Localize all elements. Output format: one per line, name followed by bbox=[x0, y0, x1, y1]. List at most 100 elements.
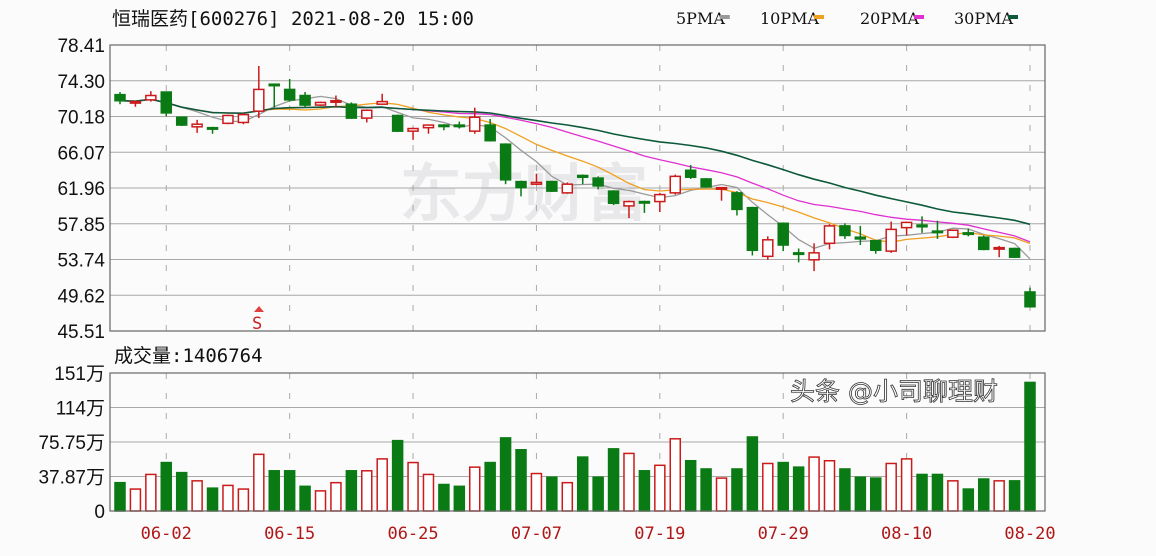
candle bbox=[206, 126, 219, 134]
volume-bar bbox=[654, 464, 666, 512]
legend-label: 10PMA bbox=[760, 9, 820, 28]
candle bbox=[607, 190, 620, 206]
candle bbox=[160, 91, 173, 117]
volume-bar bbox=[839, 468, 851, 512]
candle-body bbox=[530, 181, 543, 185]
volume-bar bbox=[947, 480, 959, 512]
candle bbox=[268, 83, 280, 108]
volume-bar bbox=[823, 459, 836, 512]
volume-bar bbox=[515, 449, 527, 512]
volume-bar bbox=[191, 480, 203, 512]
volume-bar bbox=[484, 461, 496, 512]
price-grid: 78.41 74.30 70.18 66.07 61.96 57.85 53.74 49.62… bbox=[57, 36, 1055, 544]
candle-body bbox=[222, 114, 234, 125]
volume-bar bbox=[854, 476, 867, 512]
candle bbox=[407, 127, 419, 140]
candle-body bbox=[607, 190, 620, 205]
candle-body bbox=[468, 116, 481, 132]
candle-body bbox=[330, 99, 342, 103]
price-tick-label: 70.18 bbox=[57, 108, 105, 129]
candle-body bbox=[777, 222, 789, 246]
candle-body bbox=[870, 239, 882, 251]
candle bbox=[391, 114, 404, 133]
date-tick-label: 06-15 bbox=[264, 524, 315, 544]
candle-body bbox=[407, 127, 419, 132]
candle-body bbox=[361, 109, 373, 119]
signal-arrow-icon bbox=[254, 306, 264, 312]
candle bbox=[484, 118, 496, 142]
volume-bar bbox=[885, 462, 897, 512]
watermark-logo: 东方财富 bbox=[400, 157, 648, 230]
candle bbox=[684, 165, 697, 179]
volume-bar bbox=[962, 488, 975, 512]
candle bbox=[1008, 247, 1021, 259]
price-tick-label: 74.30 bbox=[57, 72, 105, 93]
candle bbox=[330, 95, 342, 108]
candle-body bbox=[792, 252, 805, 256]
volume-bar bbox=[299, 485, 311, 512]
price-tick-label: 57.85 bbox=[57, 215, 105, 236]
volume-bar bbox=[977, 478, 990, 512]
chart-title: 恒瑞医药[600276] 2021-08-20 15:00 bbox=[112, 8, 474, 30]
candle bbox=[700, 178, 712, 188]
date-tick-label: 07-29 bbox=[758, 524, 809, 544]
volume-panel-frame bbox=[109, 372, 1046, 512]
volume-bar bbox=[546, 476, 558, 512]
volume-bar bbox=[576, 456, 589, 512]
volume-bar bbox=[499, 437, 512, 512]
volume-bar bbox=[160, 461, 173, 512]
date-tick-label: 08-20 bbox=[1004, 524, 1055, 544]
date-tick-label: 07-19 bbox=[634, 524, 685, 544]
candle bbox=[191, 119, 203, 133]
candle bbox=[839, 223, 851, 239]
watermark-text: 东方财富 bbox=[400, 157, 648, 230]
candle-body bbox=[145, 94, 157, 101]
candle-body bbox=[715, 186, 728, 190]
volume-bar bbox=[607, 448, 620, 512]
volume-bar bbox=[376, 458, 388, 512]
volume-bar bbox=[345, 470, 358, 512]
volume-bars bbox=[114, 381, 1036, 512]
candlesticks bbox=[114, 65, 1036, 308]
volume-bar bbox=[792, 466, 805, 512]
candle bbox=[222, 114, 234, 125]
candle bbox=[823, 224, 836, 250]
candle bbox=[499, 143, 512, 185]
candle-body bbox=[576, 174, 589, 178]
candle bbox=[777, 222, 789, 252]
candle-body bbox=[253, 88, 265, 112]
volume-bar bbox=[731, 468, 743, 512]
volume-bar bbox=[283, 470, 296, 512]
volume-bar bbox=[530, 472, 543, 512]
candle-body bbox=[977, 236, 990, 251]
price-tick-label: 49.62 bbox=[57, 286, 105, 307]
candle bbox=[561, 182, 574, 194]
candle-body bbox=[484, 124, 496, 142]
volume-bar bbox=[361, 470, 373, 512]
volume-bar bbox=[237, 488, 250, 512]
candle-body bbox=[1008, 247, 1021, 258]
candle bbox=[515, 180, 527, 197]
candle-body bbox=[422, 124, 435, 129]
signal-marker: S bbox=[252, 306, 264, 334]
volume-bar bbox=[993, 480, 1005, 512]
volume-bar bbox=[129, 488, 142, 512]
candle bbox=[114, 92, 126, 105]
candle bbox=[468, 107, 481, 134]
candle-body bbox=[916, 224, 928, 228]
legend: 5PMA 10PMA 20PMA 30PMA bbox=[676, 9, 1018, 28]
candle-body bbox=[931, 230, 944, 234]
volume-bar bbox=[623, 452, 635, 512]
candle-body bbox=[391, 114, 404, 132]
candle bbox=[237, 112, 250, 125]
volume-bar bbox=[468, 466, 481, 512]
candle bbox=[361, 109, 373, 123]
candle-body bbox=[1024, 291, 1036, 308]
candle bbox=[715, 186, 728, 201]
candle bbox=[931, 220, 944, 239]
candle bbox=[129, 100, 142, 107]
legend-swatch bbox=[814, 15, 824, 19]
candle-body bbox=[654, 193, 666, 203]
candle bbox=[792, 248, 805, 263]
